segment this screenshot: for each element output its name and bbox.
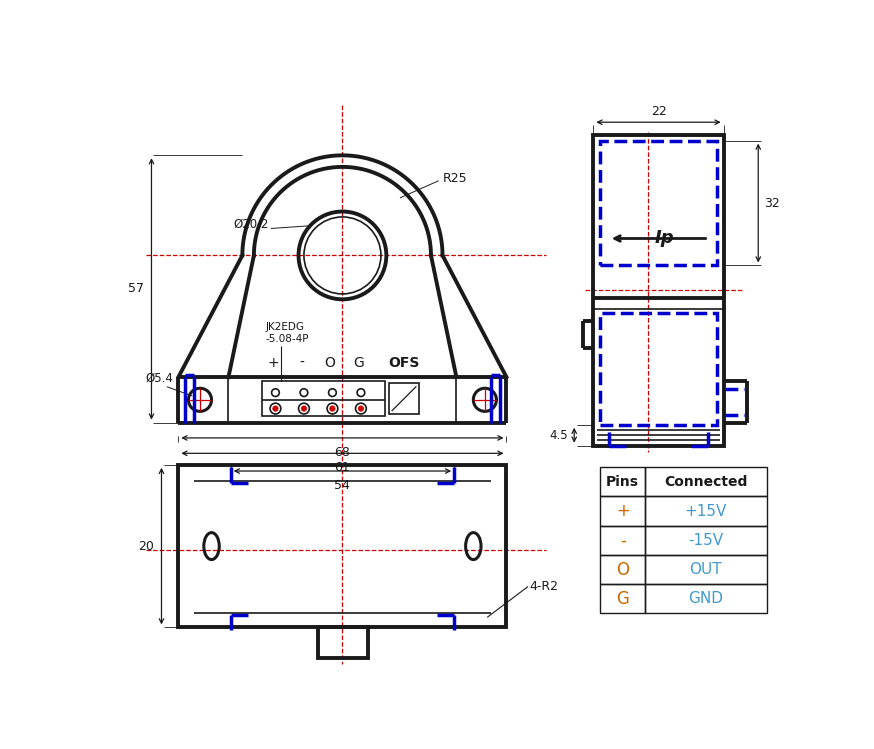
Text: 32: 32 bbox=[765, 196, 780, 210]
Text: JK2EDG
-5.08-4P: JK2EDG -5.08-4P bbox=[266, 322, 309, 344]
Text: O: O bbox=[616, 560, 629, 578]
Circle shape bbox=[273, 406, 278, 411]
Text: +: + bbox=[267, 357, 279, 370]
Text: +: + bbox=[616, 502, 629, 520]
Bar bbox=[645, 526, 766, 555]
Bar bbox=[645, 467, 766, 497]
Text: G: G bbox=[353, 357, 364, 370]
Text: 57: 57 bbox=[128, 282, 144, 295]
Text: 4-R2: 4-R2 bbox=[530, 580, 558, 593]
Text: G: G bbox=[616, 590, 629, 608]
Text: 4.5: 4.5 bbox=[550, 428, 568, 442]
Bar bbox=[645, 497, 766, 526]
Text: 68: 68 bbox=[335, 446, 350, 458]
Bar bbox=[600, 526, 645, 555]
Text: Connected: Connected bbox=[664, 475, 747, 489]
Bar bbox=[600, 467, 645, 497]
Bar bbox=[318, 628, 368, 658]
Text: 54: 54 bbox=[335, 479, 350, 492]
Text: 22: 22 bbox=[650, 105, 666, 118]
Text: -15V: -15V bbox=[689, 533, 724, 548]
Bar bbox=[600, 497, 645, 526]
Text: -: - bbox=[299, 357, 304, 370]
Text: Pins: Pins bbox=[607, 475, 639, 489]
Text: OUT: OUT bbox=[690, 562, 722, 577]
Bar bbox=[645, 584, 766, 613]
Bar bbox=[593, 135, 724, 446]
Text: O: O bbox=[324, 357, 336, 370]
Bar bbox=[261, 381, 385, 416]
Text: GND: GND bbox=[689, 592, 724, 607]
Bar bbox=[600, 555, 645, 584]
Bar bbox=[389, 383, 420, 414]
Text: Ip: Ip bbox=[655, 229, 675, 247]
Bar bbox=[645, 555, 766, 584]
Text: +15V: +15V bbox=[684, 503, 727, 518]
Text: Ø5.4: Ø5.4 bbox=[145, 372, 173, 384]
Circle shape bbox=[329, 406, 335, 411]
Bar bbox=[600, 313, 718, 425]
Bar bbox=[600, 141, 718, 265]
Text: Ø20.2: Ø20.2 bbox=[234, 218, 269, 231]
Bar bbox=[600, 584, 645, 613]
Text: -: - bbox=[620, 531, 626, 549]
Bar bbox=[178, 465, 506, 628]
Circle shape bbox=[358, 406, 364, 411]
Text: 61: 61 bbox=[335, 461, 350, 474]
Text: OFS: OFS bbox=[388, 357, 420, 370]
Text: 20: 20 bbox=[138, 539, 154, 553]
Text: R25: R25 bbox=[442, 172, 468, 185]
Circle shape bbox=[302, 406, 307, 411]
